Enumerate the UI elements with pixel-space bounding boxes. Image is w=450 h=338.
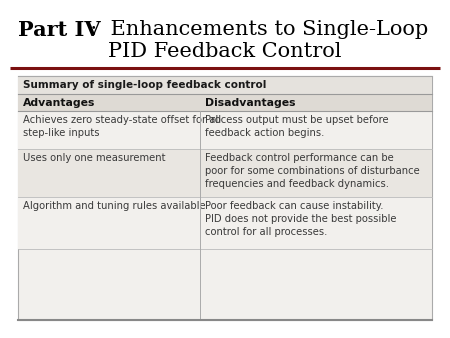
Text: Disadvantages: Disadvantages (205, 97, 296, 107)
Bar (18, 111, 432, 149)
Text: PID Feedback Control: PID Feedback Control (108, 42, 342, 61)
Bar (18, 197, 432, 249)
Text: Part IV: Part IV (18, 20, 101, 40)
Text: Advantages: Advantages (23, 97, 95, 107)
Bar (18, 76, 432, 320)
Text: Algorithm and tuning rules available: Algorithm and tuning rules available (23, 201, 206, 211)
Bar (18, 149, 432, 197)
Bar (18, 94, 432, 111)
Text: Process output must be upset before
feedback action begins.: Process output must be upset before feed… (205, 115, 389, 138)
Bar (18, 76, 432, 94)
Text: Poor feedback can cause instability.
PID does not provide the best possible
cont: Poor feedback can cause instability. PID… (205, 201, 396, 237)
Text: :  Enhancements to Single-Loop: : Enhancements to Single-Loop (77, 20, 428, 39)
Text: Achieves zero steady-state offset for all
step-like inputs: Achieves zero steady-state offset for al… (23, 115, 221, 138)
Text: Feedback control performance can be
poor for some combinations of disturbance
fr: Feedback control performance can be poor… (205, 153, 420, 189)
Text: Uses only one measurement: Uses only one measurement (23, 153, 166, 163)
Text: Summary of single-loop feedback control: Summary of single-loop feedback control (23, 80, 266, 90)
